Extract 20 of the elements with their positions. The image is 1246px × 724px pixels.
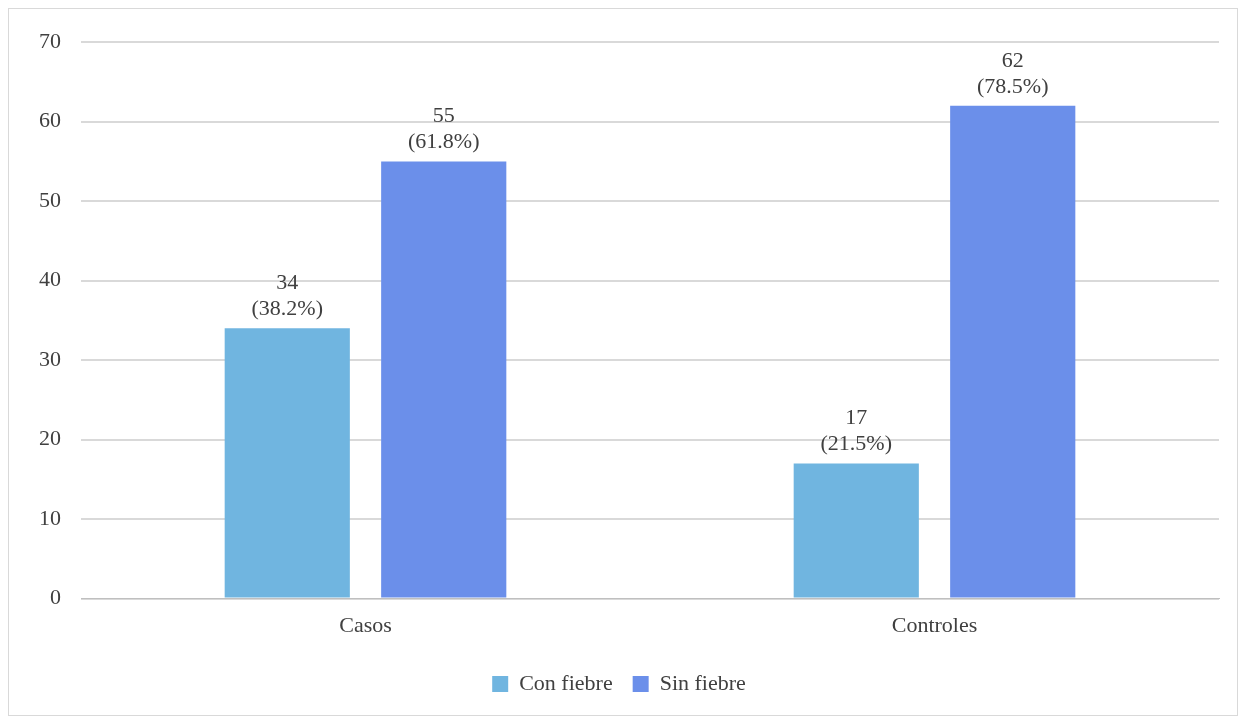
- data-label: 62 (78.5%): [977, 46, 1049, 98]
- data-label: 55 (61.8%): [408, 102, 480, 154]
- x-tick-label: Casos: [339, 611, 392, 637]
- y-tick-label: 10: [39, 504, 61, 530]
- y-tick-label: 60: [39, 107, 61, 133]
- legend-label: Con fiebre: [519, 669, 613, 695]
- y-tick-label: 30: [39, 345, 61, 371]
- bar: [950, 105, 1076, 598]
- bar: [793, 463, 919, 598]
- data-label: 17 (21.5%): [820, 404, 892, 456]
- legend-label: Sin fiebre: [659, 669, 746, 695]
- bar: [381, 161, 507, 598]
- bar: [224, 328, 350, 598]
- y-tick-label: 0: [50, 584, 61, 610]
- x-tick-label: Controles: [891, 611, 978, 637]
- y-tick-label: 50: [39, 186, 61, 212]
- data-label: 34 (38.2%): [251, 269, 323, 321]
- y-tick-label: 20: [39, 425, 61, 451]
- y-tick-label: 70: [39, 27, 61, 53]
- y-tick-label: 40: [39, 266, 61, 292]
